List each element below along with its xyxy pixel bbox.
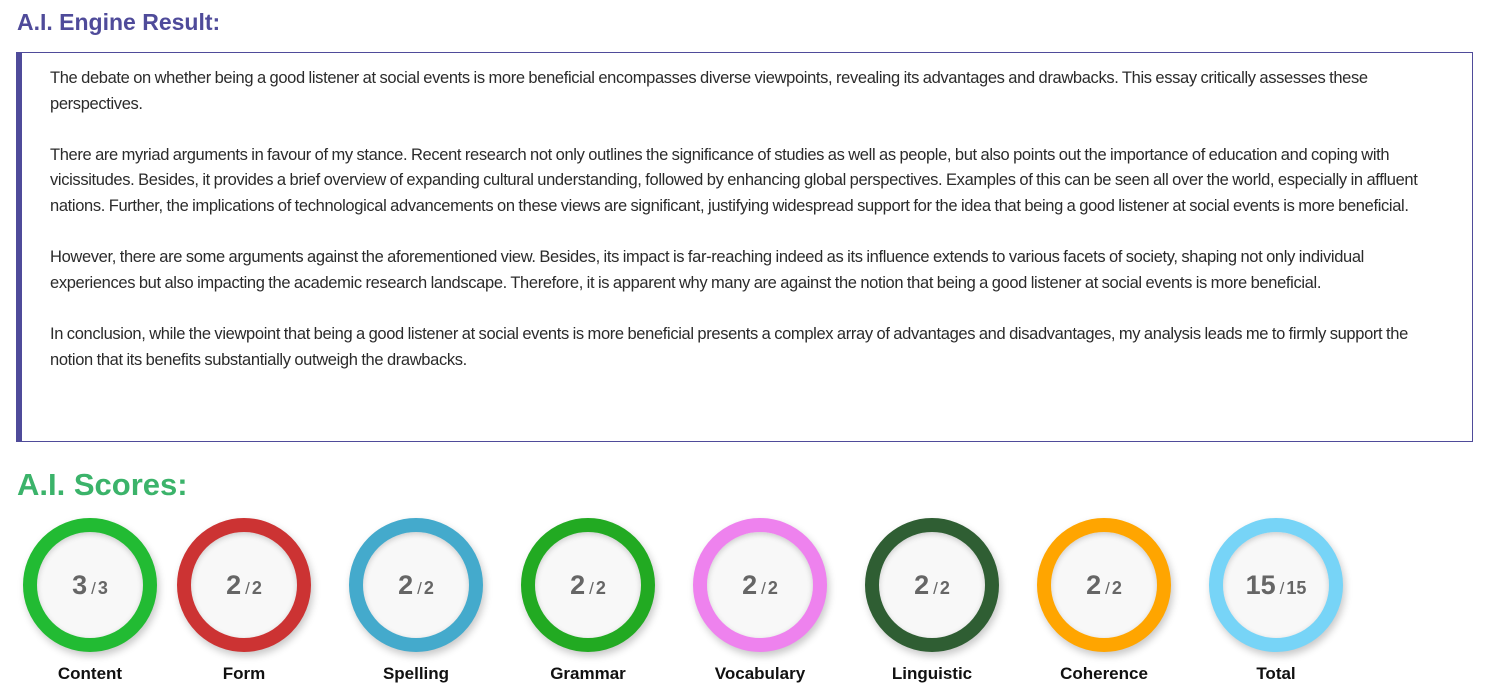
scores-row: 3/3 Content 2/2 Form 2/2 Spelling 2/2 Gr… bbox=[22, 518, 1362, 684]
score-label-spelling: Spelling bbox=[382, 664, 450, 683]
score-form: 2/2 Form bbox=[158, 518, 330, 684]
score-ring-form: 2/2 bbox=[177, 518, 311, 652]
engine-result-essay-box: The debate on whether being a good liste… bbox=[16, 52, 1473, 442]
score-ring-linguistic: 2/2 bbox=[865, 518, 999, 652]
score-value: 3/3 bbox=[72, 569, 108, 600]
score-ring-coherence: 2/2 bbox=[1037, 518, 1171, 652]
score-value: 2/2 bbox=[1086, 569, 1122, 600]
score-label-total: Total bbox=[1256, 664, 1296, 683]
score-ring-content: 3/3 bbox=[23, 518, 157, 652]
essay-paragraph-intro: The debate on whether being a good liste… bbox=[50, 69, 1368, 113]
score-value: 2/2 bbox=[742, 569, 778, 600]
score-label-content: Content bbox=[57, 664, 123, 683]
engine-result-heading: A.I. Engine Result: bbox=[17, 9, 221, 35]
score-ring-grammar: 2/2 bbox=[521, 518, 655, 652]
score-grammar: 2/2 Grammar bbox=[502, 518, 674, 684]
score-label-grammar: Grammar bbox=[550, 664, 626, 683]
score-label-vocabulary: Vocabulary bbox=[714, 664, 806, 683]
score-linguistic: 2/2 Linguistic bbox=[846, 518, 1018, 684]
score-value: 2/2 bbox=[914, 569, 950, 600]
essay-paragraph-against: However, there are some arguments agains… bbox=[50, 248, 1365, 292]
score-coherence: 2/2 Coherence bbox=[1018, 518, 1190, 684]
score-value: 2/2 bbox=[226, 569, 262, 600]
score-ring-spelling: 2/2 bbox=[349, 518, 483, 652]
score-total: 15/15 Total bbox=[1190, 518, 1362, 684]
score-label-form: Form bbox=[222, 664, 266, 683]
score-value: 15/15 bbox=[1245, 569, 1307, 600]
score-label-linguistic: Linguistic bbox=[891, 664, 973, 683]
score-label-coherence: Coherence bbox=[1060, 664, 1148, 683]
score-value: 2/2 bbox=[398, 569, 434, 600]
score-ring-vocabulary: 2/2 bbox=[693, 518, 827, 652]
essay-paragraph-conclusion: In conclusion, while the viewpoint that … bbox=[50, 324, 1408, 369]
score-vocabulary: 2/2 Vocabulary bbox=[674, 518, 846, 684]
score-ring-total: 15/15 bbox=[1209, 518, 1343, 652]
score-value: 2/2 bbox=[570, 569, 606, 600]
essay-paragraph-for: There are myriad arguments in favour of … bbox=[50, 145, 1418, 215]
score-spelling: 2/2 Spelling bbox=[330, 518, 502, 684]
score-content: 3/3 Content bbox=[22, 518, 158, 684]
scores-heading: A.I. Scores: bbox=[17, 467, 188, 502]
